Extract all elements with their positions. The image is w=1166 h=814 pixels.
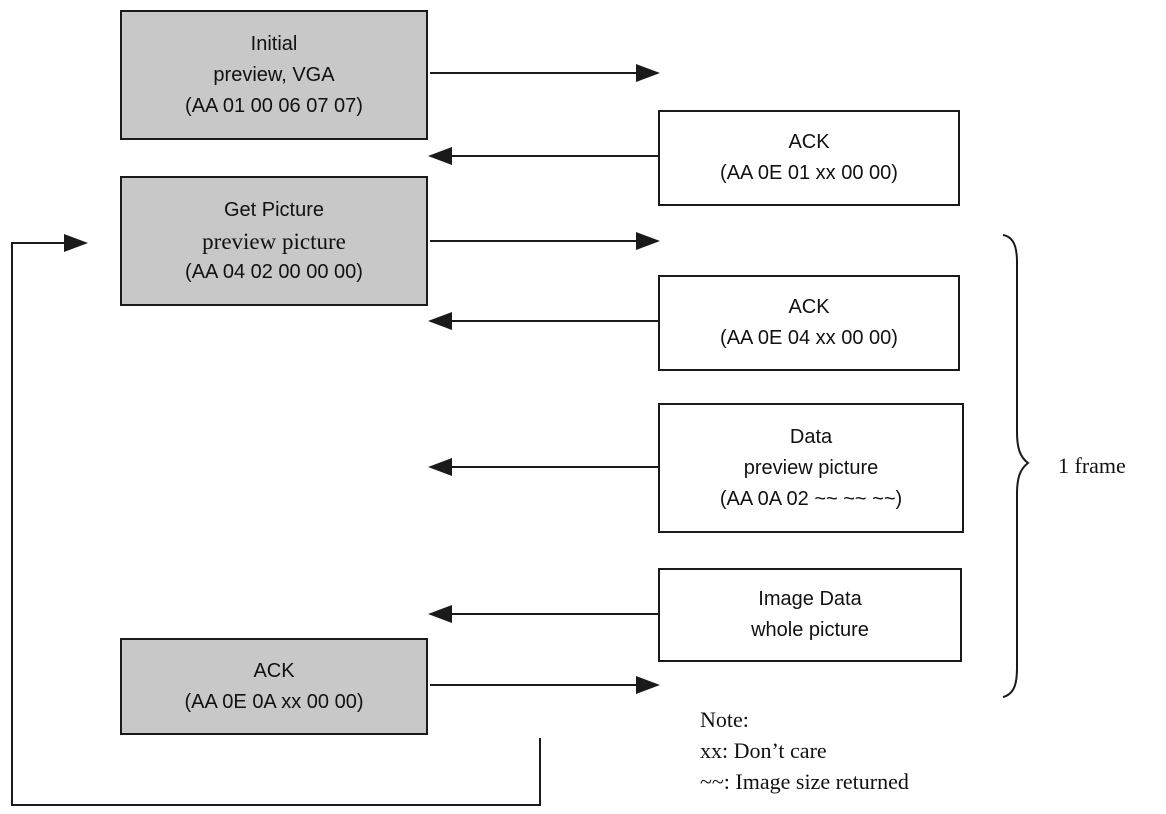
note-block: Note: xx: Don’t care ~~: Image size retu…	[700, 704, 909, 797]
camera-box-ack-initial-line1: ACK	[788, 131, 830, 153]
note-line-tilde: ~~: Image size returned	[700, 769, 909, 794]
camera-box-ack-initial-line2: (AA 0E 01 xx 00 00)	[720, 162, 898, 184]
host-box-initial-line3: (AA 01 00 06 07 07)	[185, 94, 363, 117]
arrowhead-loop-back	[64, 234, 88, 252]
camera-box-data-line3: (AA 0A 02 ~~ ~~ ~~)	[719, 487, 903, 510]
arrowhead-image-data	[428, 605, 452, 623]
arrowhead-get-picture	[636, 232, 660, 250]
camera-box-image-data: Image Data whole picture	[658, 568, 962, 662]
note-title: Note:	[700, 707, 749, 732]
camera-box-image-data-line2: whole picture	[751, 619, 869, 641]
host-box-ack-final-line1: ACK	[253, 659, 295, 682]
frame-label: 1 frame	[1058, 453, 1126, 478]
camera-box-ack-initial: ACK (AA 0E 01 xx 00 00)	[658, 110, 960, 206]
camera-box-data: Data preview picture (AA 0A 02 ~~ ~~ ~~)	[658, 403, 964, 533]
loop-back-connector	[11, 242, 541, 806]
host-box-ack-final-line2: (AA 0E 0A xx 00 00)	[184, 690, 364, 713]
arrowhead-ack-get-picture	[428, 312, 452, 330]
host-box-get-picture: Get Picture preview picture (AA 04 02 00…	[120, 176, 428, 306]
host-box-initial-line2: preview, VGA	[213, 63, 335, 86]
host-box-get-picture-line3: (AA 04 02 00 00 00)	[185, 260, 363, 283]
host-box-get-picture-line1: Get Picture	[223, 198, 325, 221]
camera-box-image-data-line1: Image Data	[758, 588, 862, 610]
frame-brace	[1002, 234, 1030, 698]
arrowhead-ack-final	[636, 676, 660, 694]
host-box-get-picture-line2: preview picture	[202, 228, 346, 254]
host-box-ack-final: ACK (AA 0E 0A xx 00 00)	[120, 638, 428, 735]
arrowhead-initial	[636, 64, 660, 82]
camera-box-ack-get-picture: ACK (AA 0E 04 xx 00 00)	[658, 275, 960, 371]
host-box-initial: Initial preview, VGA (AA 01 00 06 07 07)	[120, 10, 428, 140]
camera-box-data-line2: preview picture	[743, 456, 879, 479]
camera-box-ack-get-picture-line1: ACK	[788, 296, 830, 318]
note-line-xx: xx: Don’t care	[700, 738, 827, 763]
host-box-initial-line1: Initial	[250, 32, 298, 55]
arrowhead-data	[428, 458, 452, 476]
arrowhead-ack-initial	[428, 147, 452, 165]
camera-box-ack-get-picture-line2: (AA 0E 04 xx 00 00)	[720, 327, 898, 349]
camera-box-data-line1: Data	[789, 425, 833, 448]
